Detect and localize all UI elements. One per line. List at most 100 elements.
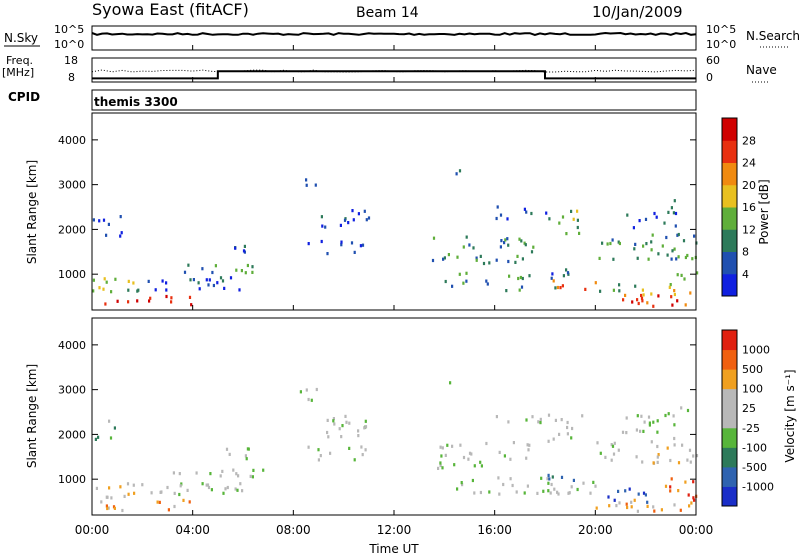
- power-echo-cell: [240, 269, 243, 273]
- velocity-echo-cell: [527, 448, 530, 452]
- velocity-colorbar-segment: [722, 466, 737, 487]
- nsky-line: [91, 31, 697, 37]
- power-echo-cell: [611, 238, 614, 242]
- power-echo-cell: [636, 256, 639, 260]
- power-echo-cell: [650, 248, 653, 252]
- power-echo-cell: [496, 205, 499, 209]
- velocity-echo-cell: [507, 420, 510, 424]
- power-echo-cell: [530, 250, 534, 254]
- power-echo-cell: [556, 285, 559, 290]
- power-echo-cell: [663, 221, 666, 225]
- velocity-echo-cell: [467, 457, 470, 461]
- velocity-echo-cell: [105, 504, 108, 508]
- power-echo-cell: [673, 292, 676, 297]
- power-echo-cell: [669, 283, 672, 287]
- power-echo-cell: [507, 259, 510, 264]
- velocity-echo-cell: [624, 489, 627, 493]
- velocity-colorbar-tick: 25: [742, 402, 756, 415]
- power-echo-cell: [120, 231, 123, 235]
- power-echo-cell: [216, 281, 219, 285]
- velocity-echo-cell: [495, 415, 498, 419]
- velocity-echo-cell: [509, 477, 512, 481]
- velocity-echo-cell: [656, 455, 659, 459]
- velocity-colorbar-tick: 1000: [742, 344, 770, 357]
- power-echo-cell: [680, 273, 683, 277]
- velocity-echo-cell: [127, 492, 130, 496]
- power-echo-cell: [676, 273, 679, 277]
- power-colorbar-segment: [722, 207, 737, 230]
- power-echo-cell: [307, 242, 310, 246]
- velocity-colorbar-segment: [722, 388, 737, 409]
- power-echo-cell: [458, 169, 462, 173]
- velocity-echo-cell: [446, 443, 449, 447]
- velocity-echo-cell: [332, 419, 335, 423]
- power-echo-cell: [520, 239, 523, 243]
- power-echo-cell: [552, 279, 555, 283]
- velocity-echo-cell: [511, 483, 514, 488]
- nsearch-label: N.Search: [746, 29, 800, 43]
- velocity-echo-cell: [119, 485, 122, 489]
- velocity-echo-cell: [567, 491, 570, 495]
- velocity-echo-cell: [680, 406, 683, 410]
- velocity-echo-cell: [547, 489, 550, 493]
- power-echo-cell: [305, 183, 308, 187]
- power-echo-cell: [103, 277, 106, 281]
- power-echo-cell: [626, 213, 629, 217]
- velocity-ytick-label: 3000: [58, 384, 86, 397]
- velocity-colorbar-label: Velocity [m s⁻¹]: [783, 369, 797, 462]
- power-echo-cell: [655, 215, 658, 219]
- power-ytick-label: 3000: [58, 179, 86, 192]
- velocity-echo-cell: [523, 491, 526, 495]
- power-echo-cell: [201, 267, 204, 271]
- power-echo-cell: [670, 257, 673, 261]
- velocity-echo-cell: [648, 423, 651, 427]
- velocity-echo-cell: [460, 481, 463, 485]
- power-echo-cell: [618, 283, 621, 287]
- power-echo-cell: [149, 296, 152, 300]
- velocity-echo-cell: [690, 501, 693, 505]
- velocity-echo-cell: [512, 441, 515, 445]
- power-echo-cell: [105, 233, 108, 237]
- velocity-echo-cell: [548, 477, 551, 481]
- velocity-echo-cell: [679, 508, 682, 512]
- velocity-echo-cell: [572, 478, 575, 482]
- power-echo-cell: [468, 243, 471, 247]
- date-title: 10/Jan/2009: [592, 3, 683, 21]
- power-echo-cell: [653, 211, 656, 216]
- power-echo-cell: [518, 288, 521, 292]
- freq-label: Freq.: [6, 54, 33, 67]
- power-colorbar-tick: 24: [742, 157, 756, 170]
- power-echo-cell: [242, 249, 246, 253]
- velocity-echo-cell: [669, 458, 672, 463]
- power-echo-cell: [105, 280, 108, 284]
- velocity-echo-cell: [307, 445, 310, 449]
- power-echo-cell: [234, 246, 237, 250]
- power-echo-cell: [127, 288, 130, 292]
- power-echo-cell: [465, 279, 468, 283]
- power-colorbar-segment: [722, 229, 737, 252]
- power-echo-cell: [572, 217, 575, 221]
- power-echo-cell: [618, 289, 621, 293]
- power-echo-cell: [514, 260, 517, 264]
- velocity-echo-cell: [461, 483, 464, 487]
- velocity-panel: [91, 317, 697, 516]
- power-echo-cell: [246, 263, 249, 268]
- velocity-echo-cell: [617, 489, 620, 493]
- station-title: Syowa East (fitACF): [92, 0, 249, 19]
- nave-line: [91, 69, 697, 73]
- velocity-echo-cell: [581, 414, 584, 418]
- power-echo-cell: [465, 271, 468, 275]
- velocity-echo-cell: [547, 439, 550, 443]
- velocity-echo-cell: [509, 457, 512, 461]
- power-colorbar-segment: [722, 118, 737, 141]
- velocity-echo-cell: [241, 489, 244, 493]
- velocity-echo-cell: [692, 480, 695, 484]
- power-echo-cell: [548, 217, 551, 221]
- velocity-colorbar-tick: 500: [742, 363, 763, 376]
- power-echo-cell: [110, 290, 113, 294]
- velocity-echo-cell: [549, 491, 552, 495]
- velocity-colorbar-segment: [722, 349, 737, 370]
- power-echo-cell: [507, 243, 510, 247]
- power-echo-cell: [102, 218, 106, 222]
- power-echo-cell: [528, 274, 531, 278]
